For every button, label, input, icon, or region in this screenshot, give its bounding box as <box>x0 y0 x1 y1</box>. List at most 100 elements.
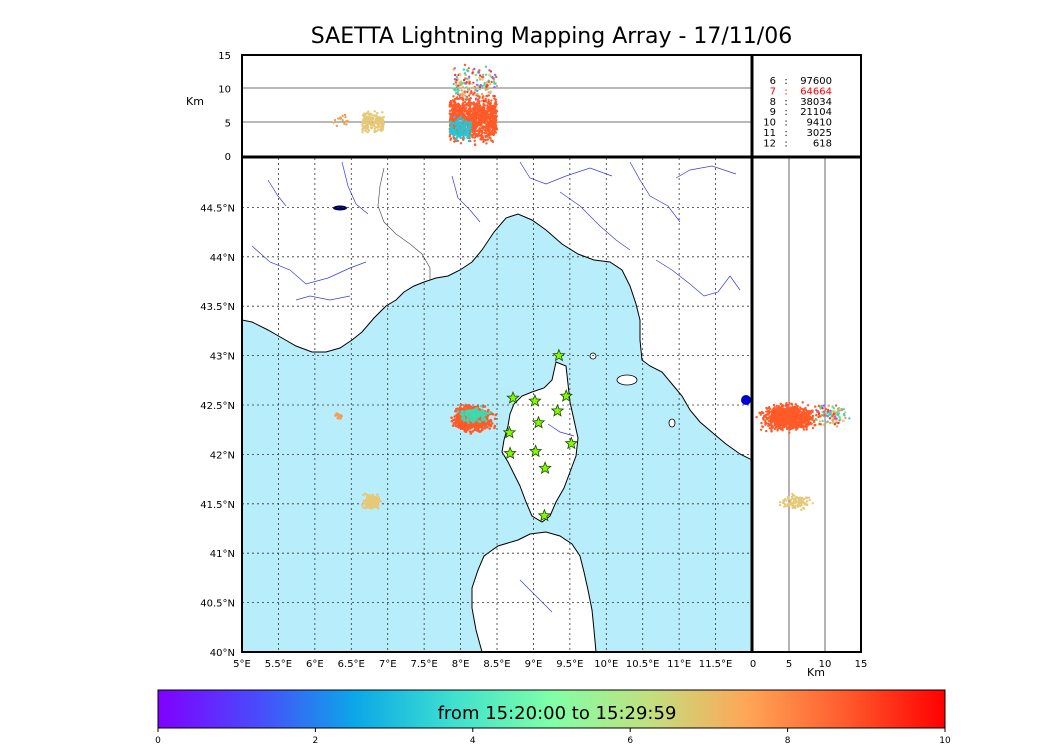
top-source-point <box>460 94 463 98</box>
top-source-point <box>471 136 474 139</box>
top-source-point <box>483 104 486 107</box>
map-source-point <box>470 419 474 422</box>
top-source-point <box>476 100 480 103</box>
map-source-point <box>362 499 366 503</box>
top-source-point <box>455 130 459 134</box>
top-source-point <box>473 129 477 132</box>
right-source-point <box>823 413 826 417</box>
top-source-point <box>495 115 499 118</box>
top-source-point <box>371 114 374 117</box>
right-source-point <box>765 406 768 410</box>
map-source-point <box>454 409 457 413</box>
map-source-point <box>489 420 493 423</box>
right-source-point <box>799 425 802 428</box>
top-source-point <box>471 82 474 86</box>
top-source-point <box>478 69 481 72</box>
top-source-point <box>481 78 484 81</box>
top-source-point <box>459 115 463 118</box>
top-source-point <box>464 119 468 123</box>
top-source-point <box>376 128 380 131</box>
top-source-point <box>460 113 464 116</box>
top-source-point <box>466 77 469 80</box>
top-source-point <box>466 110 470 114</box>
right-source-point <box>799 498 802 502</box>
right-x-tick-label: 0 <box>750 659 756 670</box>
right-source-point <box>800 503 803 507</box>
top-source-point <box>363 112 366 115</box>
top-source-point <box>453 132 456 136</box>
top-source-point <box>462 137 466 140</box>
outer-frame <box>241 54 862 653</box>
top-source-point <box>489 82 492 86</box>
right-source-point <box>792 414 795 417</box>
lma-stations <box>502 348 579 522</box>
map-source-point <box>477 419 480 423</box>
top-source-point <box>453 115 456 119</box>
right-source-point <box>779 407 783 410</box>
right-source-point <box>791 506 794 510</box>
top-source-point <box>367 129 371 132</box>
top-source-point <box>490 107 493 110</box>
top-source-point <box>457 124 460 127</box>
top-source-point <box>464 133 467 137</box>
top-source-point <box>468 127 472 130</box>
right-source-point <box>786 404 789 408</box>
top-source-point <box>469 92 472 95</box>
right-source-point <box>801 407 805 411</box>
map-source-point <box>478 430 481 433</box>
lake-marker <box>333 205 347 211</box>
map-source-point <box>464 423 467 426</box>
top-source-point <box>485 85 488 88</box>
map-source-point <box>458 406 462 409</box>
map-source-point <box>450 419 454 423</box>
top-source-point <box>480 99 483 103</box>
top-source-point <box>490 104 494 108</box>
rivers <box>251 161 741 613</box>
station-star-icon <box>503 446 517 460</box>
map-source-point <box>484 419 488 423</box>
right-source-point <box>795 426 799 430</box>
top-source-point <box>493 114 496 118</box>
right-source-point <box>799 416 803 420</box>
right-x-tick-label: 5 <box>786 659 792 670</box>
top-source-point <box>362 120 365 123</box>
top-source-point <box>379 117 383 121</box>
right-source-point <box>761 425 765 429</box>
map-y-tick-label: 43°N <box>210 352 235 363</box>
top-source-point <box>369 112 373 116</box>
top-source-point <box>478 127 481 131</box>
top-source-point <box>455 104 459 107</box>
top-source-point <box>377 120 381 123</box>
right-source-point <box>790 422 794 426</box>
map-source-point <box>364 492 367 495</box>
right-source-point <box>819 407 822 410</box>
top-source-point <box>451 106 455 110</box>
right-source-point <box>765 429 768 433</box>
top-source-point <box>480 92 484 96</box>
right-source-point <box>786 504 789 508</box>
map-y-tick-label: 41°N <box>210 549 235 560</box>
map-source-point <box>478 425 481 428</box>
top-source-point <box>485 94 488 98</box>
right-source-point <box>784 407 788 411</box>
top-source-point <box>463 121 466 125</box>
station-star-icon <box>506 391 520 404</box>
top-source-point <box>341 114 344 118</box>
lake-marker <box>741 395 751 405</box>
top-source-point <box>462 105 465 109</box>
right-source-point <box>788 414 791 417</box>
right-source-point <box>811 410 814 413</box>
top-source-point <box>463 127 467 130</box>
right-source-point <box>791 492 794 496</box>
top-source-point <box>485 135 489 138</box>
right-source-point <box>803 503 807 506</box>
top-source-point <box>335 124 339 128</box>
map-x-tick-label: 10°E <box>594 659 618 670</box>
right-source-point <box>831 414 834 417</box>
top-source-point <box>449 120 453 123</box>
top-source-point <box>486 122 490 125</box>
map-source-point <box>482 422 485 425</box>
right-x-tick-label: 15 <box>855 659 868 670</box>
station-star-icon <box>531 415 546 429</box>
